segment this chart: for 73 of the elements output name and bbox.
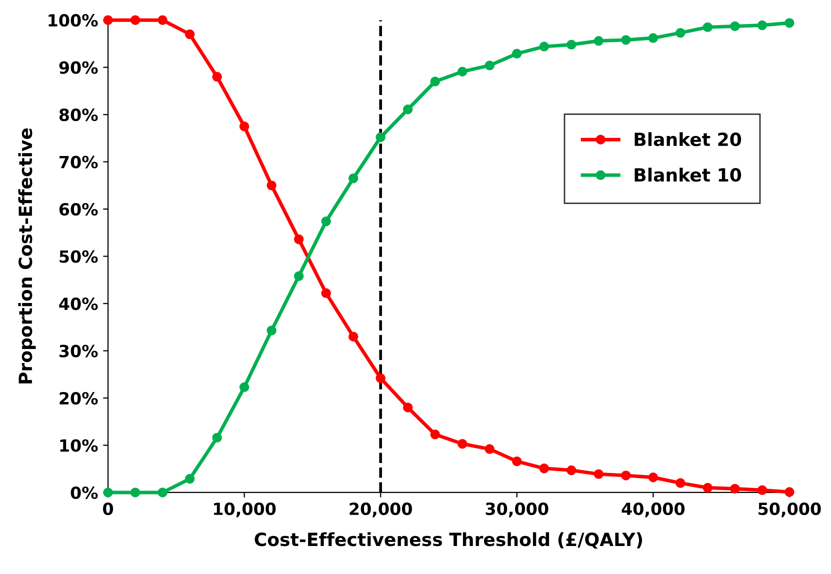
y-tick-label: 80% (59, 108, 98, 122)
y-tick-label: 90% (59, 61, 98, 74)
point (484, 60, 494, 70)
legend-label: Blanket 20 (634, 132, 742, 146)
legend-label: Blanket 10 (634, 168, 742, 182)
x-tick-label: 20,000 (350, 502, 412, 518)
point (321, 288, 331, 298)
y-tick-label: 30% (60, 344, 98, 358)
point (294, 234, 304, 244)
point (594, 36, 604, 46)
point (594, 469, 604, 479)
point (348, 173, 358, 184)
point (730, 484, 740, 494)
y-tick-label: 40% (59, 297, 98, 310)
x-tick-label: 30,000 (486, 502, 548, 518)
point (757, 485, 768, 495)
point (376, 132, 386, 142)
point (402, 104, 413, 114)
y-axis-title: Proportion Cost-Effective (18, 128, 36, 384)
point (539, 464, 549, 474)
point (512, 456, 522, 466)
x-axis-title: Cost-Effectiveness Threshold (£/QALY) (254, 532, 642, 549)
y-tick-label: 70% (60, 156, 98, 168)
point (702, 482, 713, 493)
point (784, 487, 794, 497)
y-tick-label: 10% (60, 439, 98, 452)
point (539, 42, 549, 52)
point (430, 430, 440, 440)
point (103, 15, 113, 25)
point (158, 488, 168, 498)
x-tick-label: 10,000 (214, 502, 276, 518)
point (512, 48, 522, 58)
point (239, 382, 250, 392)
point (130, 15, 140, 25)
point (212, 72, 222, 82)
x-tick-label: 0 (103, 502, 114, 516)
point (158, 15, 168, 25)
point (266, 180, 276, 190)
point (702, 22, 713, 32)
point (621, 35, 631, 45)
y-tick-label: 0% (70, 486, 98, 500)
point (130, 488, 140, 498)
point (757, 20, 768, 30)
point (484, 444, 494, 454)
point (648, 33, 658, 43)
point (266, 326, 276, 336)
point (566, 40, 576, 50)
y-tick-label: 20% (60, 392, 98, 405)
x-tick-label: 40,000 (622, 502, 685, 518)
y-tick-label: 50% (60, 250, 98, 263)
point (648, 472, 658, 482)
point (566, 465, 576, 476)
y-tick-label: 60% (59, 203, 98, 216)
point (676, 478, 686, 488)
point (184, 29, 195, 40)
point (458, 66, 468, 76)
point (239, 122, 250, 132)
y-tick-label: 100% (48, 14, 98, 27)
point (676, 28, 686, 38)
point (430, 76, 440, 86)
x-tick-label: 50,000 (758, 502, 821, 518)
point (212, 432, 222, 443)
point (730, 21, 740, 32)
point (103, 488, 113, 498)
point (621, 470, 631, 480)
point (321, 216, 331, 226)
point (402, 402, 413, 412)
point (294, 271, 304, 281)
point (376, 373, 386, 384)
point (348, 332, 358, 342)
point (784, 18, 794, 28)
point (458, 438, 468, 449)
point (184, 474, 195, 484)
